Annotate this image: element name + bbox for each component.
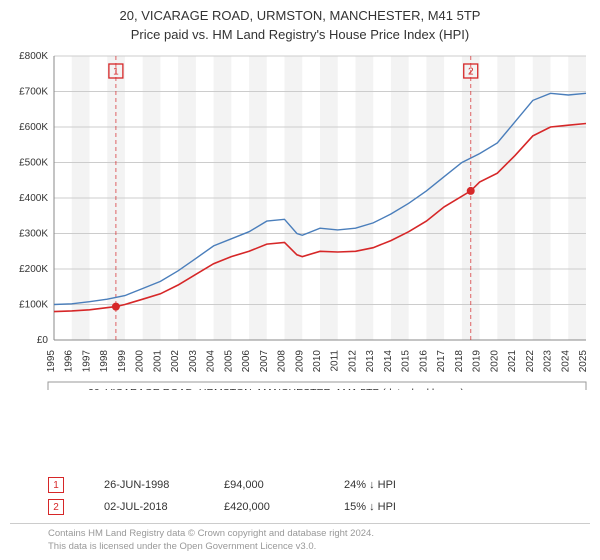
svg-text:1997: 1997 (81, 349, 92, 372)
title-sub: Price paid vs. HM Land Registry's House … (10, 27, 590, 44)
title-main: 20, VICARAGE ROAD, URMSTON, MANCHESTER, … (10, 8, 590, 25)
footer-line2: This data is licensed under the Open Gov… (48, 541, 590, 554)
svg-text:£200K: £200K (19, 264, 48, 275)
sale-delta-1: 24% ↓ HPI (344, 479, 434, 491)
svg-text:2016: 2016 (418, 349, 429, 372)
svg-text:2005: 2005 (223, 349, 234, 372)
sale-point-2 (467, 187, 475, 195)
svg-text:2006: 2006 (241, 349, 252, 372)
svg-text:2002: 2002 (170, 349, 181, 372)
sale-date-1: 26-JUN-1998 (104, 479, 194, 491)
svg-text:1998: 1998 (99, 349, 110, 372)
svg-text:1996: 1996 (64, 349, 75, 372)
footer-line1: Contains HM Land Registry data © Crown c… (48, 528, 590, 541)
svg-text:2: 2 (468, 66, 474, 77)
svg-text:£100K: £100K (19, 299, 48, 310)
titles: 20, VICARAGE ROAD, URMSTON, MANCHESTER, … (10, 8, 590, 44)
svg-text:2010: 2010 (312, 349, 323, 372)
svg-text:2012: 2012 (347, 349, 358, 372)
svg-text:2007: 2007 (259, 349, 270, 372)
svg-text:2011: 2011 (330, 349, 341, 371)
sale-price-2: £420,000 (224, 501, 314, 513)
chart-container: 20, VICARAGE ROAD, URMSTON, MANCHESTER, … (0, 0, 600, 560)
svg-text:2025: 2025 (578, 349, 589, 372)
sale-row-marker-1: 1 (48, 477, 64, 493)
footer: Contains HM Land Registry data © Crown c… (10, 528, 590, 554)
svg-text:2003: 2003 (188, 349, 199, 372)
svg-text:1995: 1995 (46, 349, 57, 372)
sale-row-marker-2: 2 (48, 499, 64, 515)
svg-text:2001: 2001 (152, 349, 163, 372)
footer-divider (10, 523, 590, 524)
sale-delta-2: 15% ↓ HPI (344, 501, 434, 513)
sale-point-1 (112, 302, 120, 310)
svg-text:2015: 2015 (401, 349, 412, 372)
sale-row-1: 1 26-JUN-1998 £94,000 24% ↓ HPI (10, 477, 590, 493)
svg-text:£500K: £500K (19, 157, 48, 168)
svg-text:2021: 2021 (507, 349, 518, 372)
svg-text:2023: 2023 (543, 349, 554, 372)
svg-text:£400K: £400K (19, 193, 48, 204)
svg-text:2014: 2014 (383, 349, 394, 372)
sale-date-2: 02-JUL-2018 (104, 501, 194, 513)
svg-text:2009: 2009 (294, 349, 305, 372)
svg-text:£800K: £800K (19, 51, 48, 62)
svg-text:£0: £0 (37, 335, 49, 346)
svg-text:2013: 2013 (365, 349, 376, 372)
svg-text:£600K: £600K (19, 122, 48, 133)
sale-price-1: £94,000 (224, 479, 314, 491)
legend-label-0: 20, VICARAGE ROAD, URMSTON, MANCHESTER, … (88, 387, 464, 390)
chart-svg: £0 £100K £200K £300K £400K £500K £600K £700K £80… (10, 50, 590, 390)
sales-block: 1 26-JUN-1998 £94,000 24% ↓ HPI 2 02-JUL-2018… (10, 471, 590, 515)
svg-text:£300K: £300K (19, 228, 48, 239)
svg-text:2019: 2019 (472, 349, 483, 372)
svg-text:2024: 2024 (560, 349, 571, 372)
sale-row-2: 2 02-JUL-2018 £420,000 15% ↓ HPI (10, 499, 590, 515)
svg-text:2020: 2020 (489, 349, 500, 372)
svg-text:1: 1 (113, 66, 119, 77)
svg-text:2018: 2018 (454, 349, 465, 372)
svg-text:2008: 2008 (277, 349, 288, 372)
svg-text:2004: 2004 (206, 349, 217, 372)
svg-text:2000: 2000 (135, 349, 146, 372)
svg-text:2022: 2022 (525, 349, 536, 372)
svg-text:£700K: £700K (19, 86, 48, 97)
plot-area: £0 £100K £200K £300K £400K £500K £600K £700K £80… (10, 50, 590, 472)
svg-text:1999: 1999 (117, 349, 128, 372)
svg-text:2017: 2017 (436, 349, 447, 372)
